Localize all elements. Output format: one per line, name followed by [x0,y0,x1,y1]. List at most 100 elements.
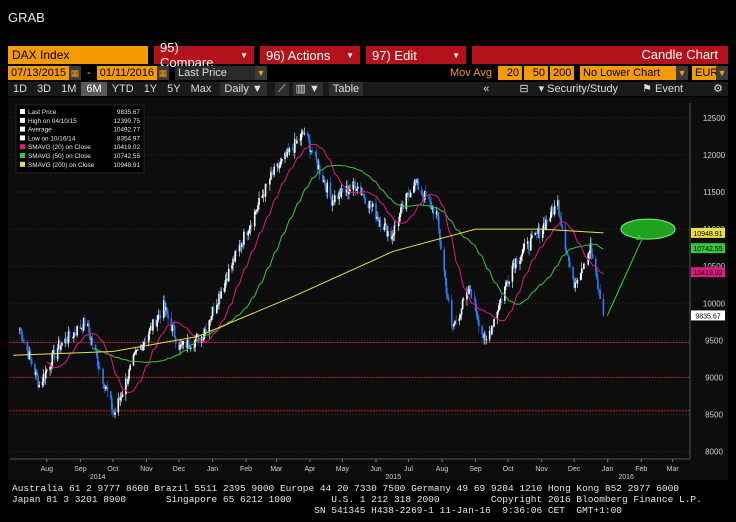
candle [81,327,84,331]
frequency-select[interactable]: Daily ▼ [220,82,267,96]
chevron-down-icon[interactable]: ▼ [254,66,267,80]
lower-chart-select[interactable]: No Lower Chart [580,66,676,80]
period-ytd-button[interactable]: YTD [111,83,134,95]
candle [450,300,453,326]
x-tick-label: Dec [173,466,186,473]
event-button[interactable]: ⚑ Event [642,83,684,95]
candle [263,194,266,197]
candle [179,344,181,350]
candle [30,358,33,365]
event-label: Event [654,83,684,95]
chevron-down-icon: ▼ [240,50,248,60]
candle [474,299,477,311]
x-tick-label: Jan [602,466,613,473]
candle [89,332,91,340]
security-field[interactable]: DAX Index [8,46,148,64]
period-toolbar: 1D 3D 1M 6M YTD 1Y 5Y Max Daily ▼ ⟋ ▥ ▼ … [8,82,728,96]
period-6m-button[interactable]: 6M [81,82,107,96]
legend-swatch [20,144,25,150]
annotation-arrow [606,238,643,316]
zoom-out-icon[interactable]: ⊟ [519,83,529,95]
candle [432,206,435,215]
price-chart[interactable]: 8000850090009500100001050011000115001200… [8,97,728,481]
candle [469,285,471,290]
security-study-button[interactable]: ▾ Security/Study [538,83,619,95]
period-max-button[interactable]: Max [190,83,212,95]
candle [478,319,480,327]
candle [416,179,418,183]
y-tick-label: 9500 [705,336,723,345]
legend-item-name: Average [28,127,52,134]
candle [352,181,355,190]
candle [159,315,162,319]
candle [135,350,138,351]
candle [330,196,333,206]
candle [286,149,288,157]
candle [508,281,510,284]
candle [580,268,583,274]
period-5y-button[interactable]: 5Y [167,83,181,95]
value-tag-label: 10948.91 [693,231,722,238]
candle [90,338,93,340]
candle [399,213,401,222]
x-tick-label: Jul [404,466,413,473]
candle [134,350,137,353]
gear-icon[interactable]: ⚙ [713,83,723,95]
status-footer: Australia 61 2 9777 8600 Brazil 5511 239… [0,481,736,522]
period-1d-button[interactable]: 1D [13,83,28,95]
period-1y-button[interactable]: 1Y [143,83,158,95]
candle [527,241,530,250]
mov-avg-3-field[interactable]: 200 [550,66,574,80]
candle [420,190,423,194]
table-button[interactable]: Table [328,82,364,96]
price-field-select[interactable]: Last Price [174,66,255,80]
scroll-left-icon[interactable]: « [483,83,490,95]
currency-select[interactable]: EUR [692,66,718,80]
calendar-icon[interactable]: ▦ [156,66,169,80]
candle [435,211,438,215]
candle [428,196,430,200]
candle [106,387,109,392]
x-tick-label: Aug [436,466,449,473]
actions-menu[interactable]: 96) Actions ▼ [260,46,360,64]
candle [523,243,526,250]
candle [409,192,412,197]
candle [582,268,584,270]
candle [476,315,479,320]
chevron-down-icon[interactable]: ▼ [676,66,688,80]
candle [239,244,242,248]
start-date-field[interactable]: 07/13/2015 [8,66,70,80]
candle-chart-svg[interactable]: 8000850090009500100001050011000115001200… [8,97,728,481]
candle-chart-icon[interactable]: ▥ ▼ [292,82,323,96]
mov-avg-2-field[interactable]: 50 [524,66,548,80]
candle [233,258,235,262]
period-3d-button[interactable]: 3D [37,83,52,95]
legend-item-value: 12390.75 [113,118,140,125]
period-1m-button[interactable]: 1M [61,83,77,95]
candle [538,227,541,238]
candle [61,343,63,346]
candle [470,289,473,298]
mov-avg-1-field[interactable]: 20 [498,66,522,80]
candle [436,211,439,217]
calendar-icon[interactable]: ▦ [69,66,82,80]
candle [473,297,476,300]
chevron-down-icon[interactable]: ▼ [716,66,728,80]
candle [113,411,115,415]
candle [310,150,312,153]
y-tick-label: 11500 [703,188,725,197]
candle [461,299,464,310]
line-chart-icon[interactable]: ⟋ [274,82,289,96]
candle [133,352,136,355]
edit-menu[interactable]: 97) Edit ▼ [366,46,466,64]
candle [67,331,70,344]
candle [491,325,493,335]
candle [340,188,343,197]
compare-menu[interactable]: 95) Compare ▼ [154,40,254,70]
end-date-field[interactable]: 01/11/2016 [96,66,157,80]
candle [37,376,39,388]
candle [238,244,241,252]
candle [369,200,372,207]
footer-line-2: Japan 81 3 3201 8900 Singapore 65 6212 1… [12,494,702,505]
x-tick-label: Mar [270,466,283,473]
